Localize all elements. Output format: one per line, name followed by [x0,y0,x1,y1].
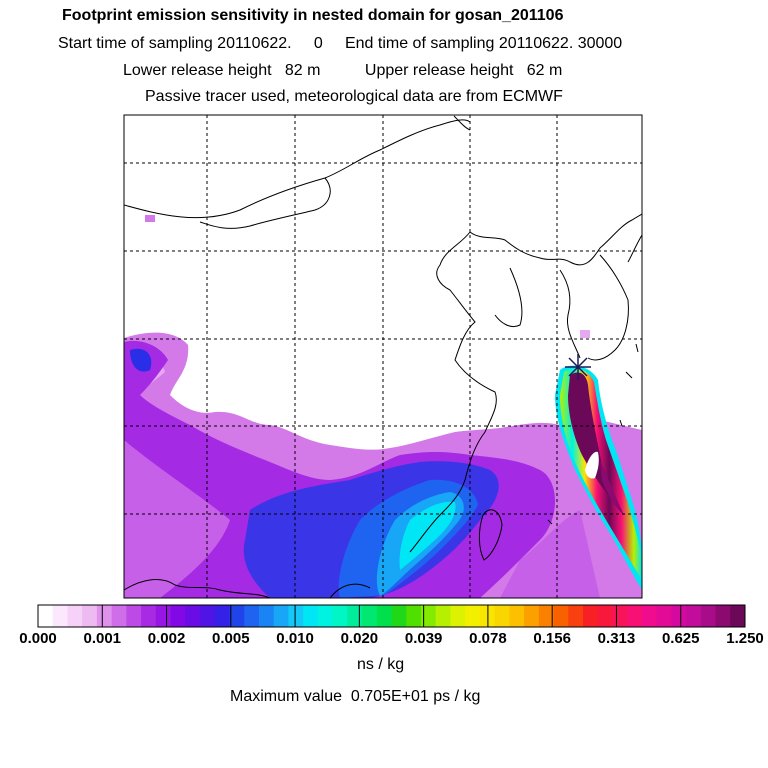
colorbar-swatch [730,605,746,627]
colorbar-tick-label: 0.313 [597,630,636,647]
colorbar-swatch [700,605,717,627]
colorbar-swatch [435,605,451,627]
colorbar-swatch [96,605,113,627]
colorbar-swatch [317,605,334,627]
map-frame [123,114,643,599]
higher-sensitivity-region [130,348,152,372]
colorbar-tick-label: 0.005 [212,630,250,647]
colorbar-swatch [612,605,628,627]
colorbar-tick-label: 1.250 [726,630,764,647]
release-height-line: Lower release height 82 m Upper release … [123,62,563,79]
sensitivity-field [124,115,642,598]
colorbar-swatch [686,605,702,627]
colorbar-swatch [524,605,540,627]
star-marker [565,354,591,380]
colorbar-swatch [671,605,687,627]
colorbar-swatch [229,605,245,627]
tracer-info-line: Passive tracer used, meteorological data… [145,88,563,105]
colorbar-swatch [111,605,127,627]
maximum-value-text: Maximum value 0.705E+01 ps / kg [230,688,481,705]
colorbar-tick-label: 0.002 [147,630,186,647]
colorbar-swatch [258,605,275,627]
colorbar-swatch [185,605,201,627]
colorbar-swatch [52,605,68,627]
colorbar-tick-label: 0.000 [19,630,57,647]
colorbar-border [37,604,746,628]
colorbar-swatch [38,605,54,627]
colorbar-swatch [627,605,643,627]
colorbar-swatch [450,605,466,627]
colorbar-swatch [538,605,555,627]
colorbar-swatch [244,605,260,627]
colorbar-swatch [597,605,613,627]
plot-title: Footprint emission sensitivity in nested… [62,7,564,24]
colorbar-swatch [509,605,525,627]
colorbar-swatch [67,605,83,627]
colorbar-swatch [126,605,142,627]
colorbar-swatch [553,605,569,627]
colorbar-swatch [406,605,422,627]
colorbar-swatch [141,605,157,627]
colorbar-swatch [170,605,186,627]
colorbar-swatch [582,605,599,627]
colorbar-swatch [568,605,584,627]
colorbar-swatch [273,605,289,627]
colorbar-swatch [362,605,378,627]
colorbar-swatch [376,605,392,627]
colorbar-tick-label: 0.156 [533,630,571,647]
colorbar-swatch [288,605,304,627]
colorbar-swatch [347,605,363,627]
colorbar-swatch [465,605,481,627]
lat-lon-grid [124,115,642,598]
colorbar-swatch [214,605,230,627]
coastlines [124,115,642,598]
colorbar-swatch [332,605,348,627]
colorbar-tick-label: 0.078 [469,630,507,647]
colorbar-units: ns / kg [357,656,405,673]
colorbar-tick-label: 0.001 [83,630,122,647]
colorbar-tick-label: 0.010 [276,630,314,647]
colorbar-swatch [715,605,731,627]
colorbar [37,604,746,628]
sampling-time-line: Start time of sampling 20110622. 0 End t… [58,35,623,52]
colorbar-swatch [155,605,172,627]
colorbar-tick-label: 0.039 [404,630,443,647]
colorbar-swatch [656,605,672,627]
colorbar-tick-label: 0.020 [340,630,379,647]
colorbar-swatch [82,605,98,627]
colorbar-swatch [494,605,510,627]
colorbar-swatch [303,605,319,627]
colorbar-swatch [420,605,437,627]
colorbar-swatch [391,605,407,627]
colorbar-swatch [200,605,216,627]
colorbar-swatch [641,605,658,627]
colorbar-tick-label: 0.625 [661,630,700,647]
